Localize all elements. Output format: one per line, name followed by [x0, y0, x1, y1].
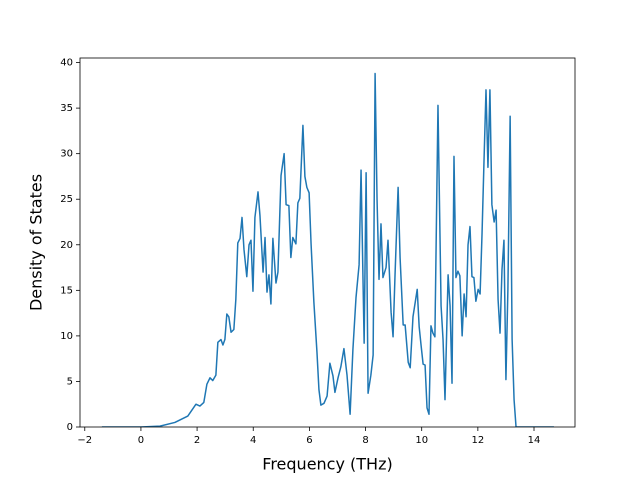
y-tick-label: 25: [60, 194, 73, 205]
y-tick-label: 5: [67, 376, 73, 387]
y-tick-label: 20: [60, 240, 73, 251]
y-tick-label: 10: [60, 331, 73, 342]
x-tick-label: 12: [471, 435, 484, 446]
y-tick-label: 15: [60, 285, 73, 296]
x-tick-label: 8: [362, 435, 368, 446]
x-axis-title: Frequency (THz): [262, 455, 392, 474]
x-tick-label: 0: [138, 435, 144, 446]
y-tick-label: 40: [60, 58, 73, 69]
x-tick-label: 10: [415, 435, 428, 446]
data-line: [101, 72, 554, 427]
x-tick-label: 4: [250, 435, 256, 446]
x-tick-label: 14: [528, 435, 541, 446]
x-tick-label: −2: [77, 435, 92, 446]
y-tick-label: 35: [60, 103, 73, 114]
y-axis-title: Density of States: [27, 174, 46, 311]
y-tick-label: 30: [60, 149, 73, 160]
x-tick-label: 2: [194, 435, 200, 446]
x-tick-label: 6: [306, 435, 312, 446]
plot-frame: [79, 57, 576, 428]
y-tick-label: 0: [67, 422, 73, 433]
